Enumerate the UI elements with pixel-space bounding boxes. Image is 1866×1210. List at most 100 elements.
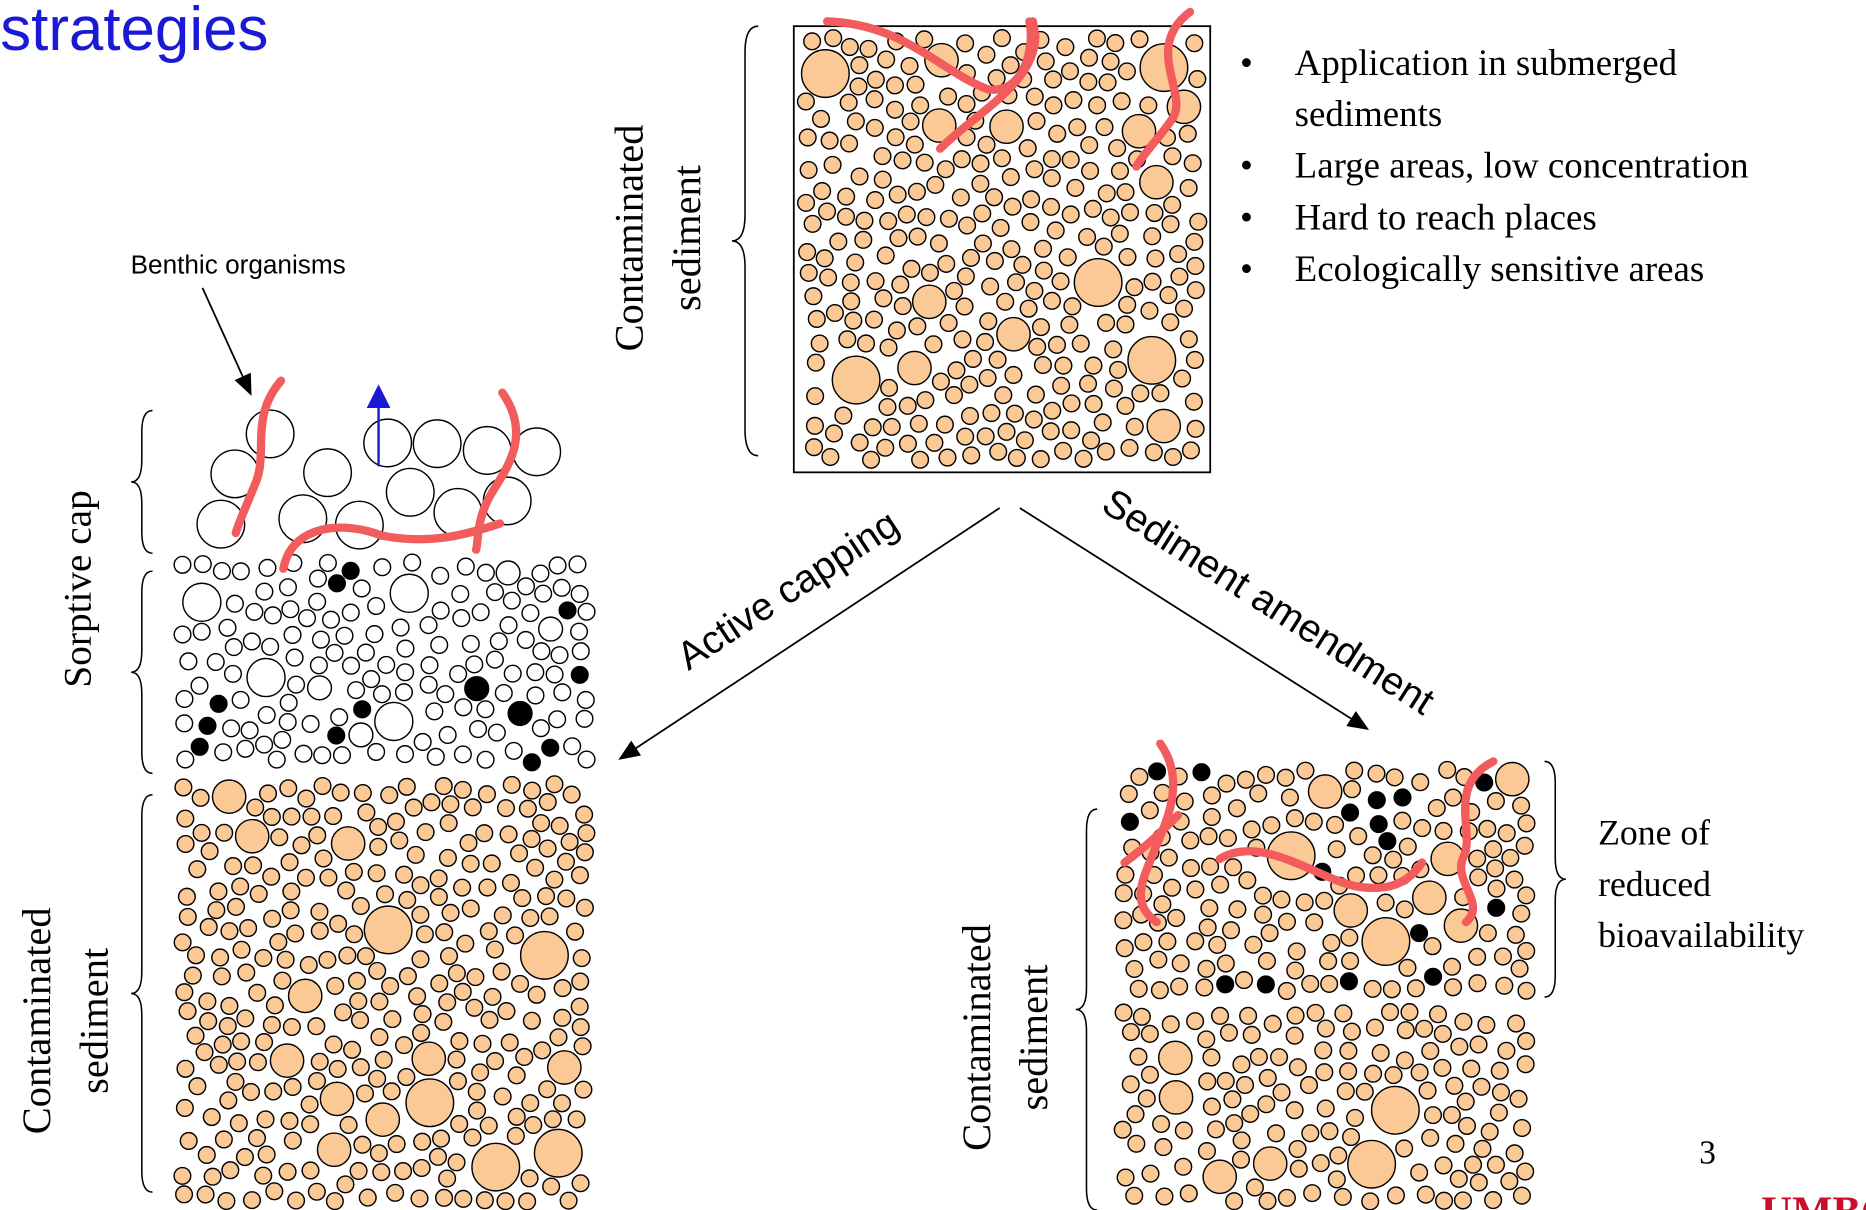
particle (1462, 1059, 1481, 1078)
particle (475, 1191, 494, 1210)
particle (262, 867, 281, 886)
particle (431, 566, 450, 585)
particle (1228, 900, 1247, 919)
particle (1232, 1131, 1251, 1150)
particle (279, 779, 298, 798)
particle (864, 310, 884, 329)
particle (849, 77, 868, 96)
particle (1487, 879, 1506, 898)
particle (218, 618, 237, 637)
worms (231, 7, 1498, 927)
particle (310, 902, 329, 921)
particle (815, 249, 834, 268)
particle (515, 1047, 534, 1066)
particle (1110, 224, 1129, 243)
particle (307, 1182, 326, 1201)
particle (1242, 820, 1261, 839)
particle (1185, 350, 1204, 369)
particle (1159, 848, 1178, 867)
particle (1287, 942, 1306, 961)
particle (1202, 807, 1221, 827)
particle (925, 433, 944, 452)
particle (1464, 1155, 1483, 1174)
particle (898, 396, 917, 415)
particle (426, 747, 445, 766)
particle (963, 349, 982, 368)
particle (1473, 1139, 1492, 1158)
particle (1406, 979, 1425, 998)
particle (1046, 221, 1065, 240)
particle (308, 592, 327, 611)
particle (1189, 212, 1208, 231)
particle (465, 998, 484, 1017)
particle (571, 642, 590, 661)
worm (1457, 757, 1498, 927)
particle (1421, 1041, 1440, 1061)
particle (367, 864, 386, 883)
particle (420, 656, 439, 675)
particle (1262, 816, 1281, 835)
particle (900, 56, 919, 76)
particle (209, 1055, 228, 1074)
particle (992, 149, 1012, 168)
particle (368, 1069, 387, 1088)
particle (1424, 967, 1443, 986)
particle (1024, 410, 1043, 429)
particle (1256, 975, 1275, 994)
particle (1252, 1146, 1288, 1181)
particle (413, 1005, 432, 1024)
particle (572, 949, 591, 968)
cap-label: Sorptive cap (57, 490, 100, 687)
particle (1277, 981, 1296, 1000)
particle (386, 812, 405, 831)
particle (991, 218, 1010, 237)
particle (1001, 168, 1020, 187)
particle (1333, 893, 1369, 928)
particle (197, 1145, 216, 1164)
particle (935, 415, 954, 434)
particle (1305, 913, 1324, 932)
particle (240, 721, 259, 740)
particle (1433, 1024, 1452, 1043)
particle (1141, 1164, 1160, 1183)
particle (435, 923, 454, 942)
particle (369, 817, 388, 836)
particle (1393, 811, 1412, 830)
particle (281, 901, 300, 920)
particle (377, 655, 396, 674)
particle (1186, 932, 1205, 951)
particle (813, 182, 832, 201)
particle (1486, 1155, 1505, 1174)
particle (453, 745, 472, 764)
particle (1197, 1030, 1216, 1049)
particle (518, 1192, 537, 1210)
particle (513, 889, 532, 908)
particle (461, 899, 480, 918)
particle (1341, 951, 1360, 971)
particle (1181, 859, 1200, 878)
particle (939, 87, 958, 106)
brace (1075, 808, 1098, 1210)
particle (374, 701, 414, 742)
particle (1370, 1085, 1420, 1135)
particle (335, 626, 354, 645)
particle (1510, 959, 1529, 978)
particle (1342, 1022, 1361, 1041)
particle (1127, 1134, 1146, 1153)
particle (502, 775, 521, 794)
particle (476, 563, 495, 582)
particle (325, 1192, 344, 1210)
particle (575, 898, 594, 917)
particle (353, 700, 372, 719)
particle (537, 887, 556, 906)
particle (1480, 1122, 1499, 1141)
label-line: sediment (1011, 964, 1056, 1110)
particle (1116, 1168, 1135, 1187)
particle (1027, 112, 1046, 131)
particle (1286, 961, 1305, 980)
particle (550, 816, 569, 835)
particle (978, 368, 997, 388)
particle (425, 702, 444, 721)
particle (1307, 774, 1343, 809)
